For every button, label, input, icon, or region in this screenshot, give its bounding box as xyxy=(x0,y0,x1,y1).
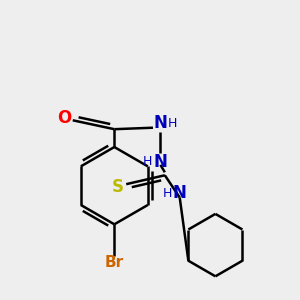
Text: N: N xyxy=(173,184,187,202)
Text: H: H xyxy=(143,155,152,168)
Text: O: O xyxy=(57,109,71,127)
Text: Br: Br xyxy=(105,255,124,270)
Text: H: H xyxy=(163,187,172,200)
Text: H: H xyxy=(168,117,177,130)
Text: N: N xyxy=(154,153,167,171)
Text: S: S xyxy=(111,178,123,196)
Text: N: N xyxy=(154,114,167,132)
